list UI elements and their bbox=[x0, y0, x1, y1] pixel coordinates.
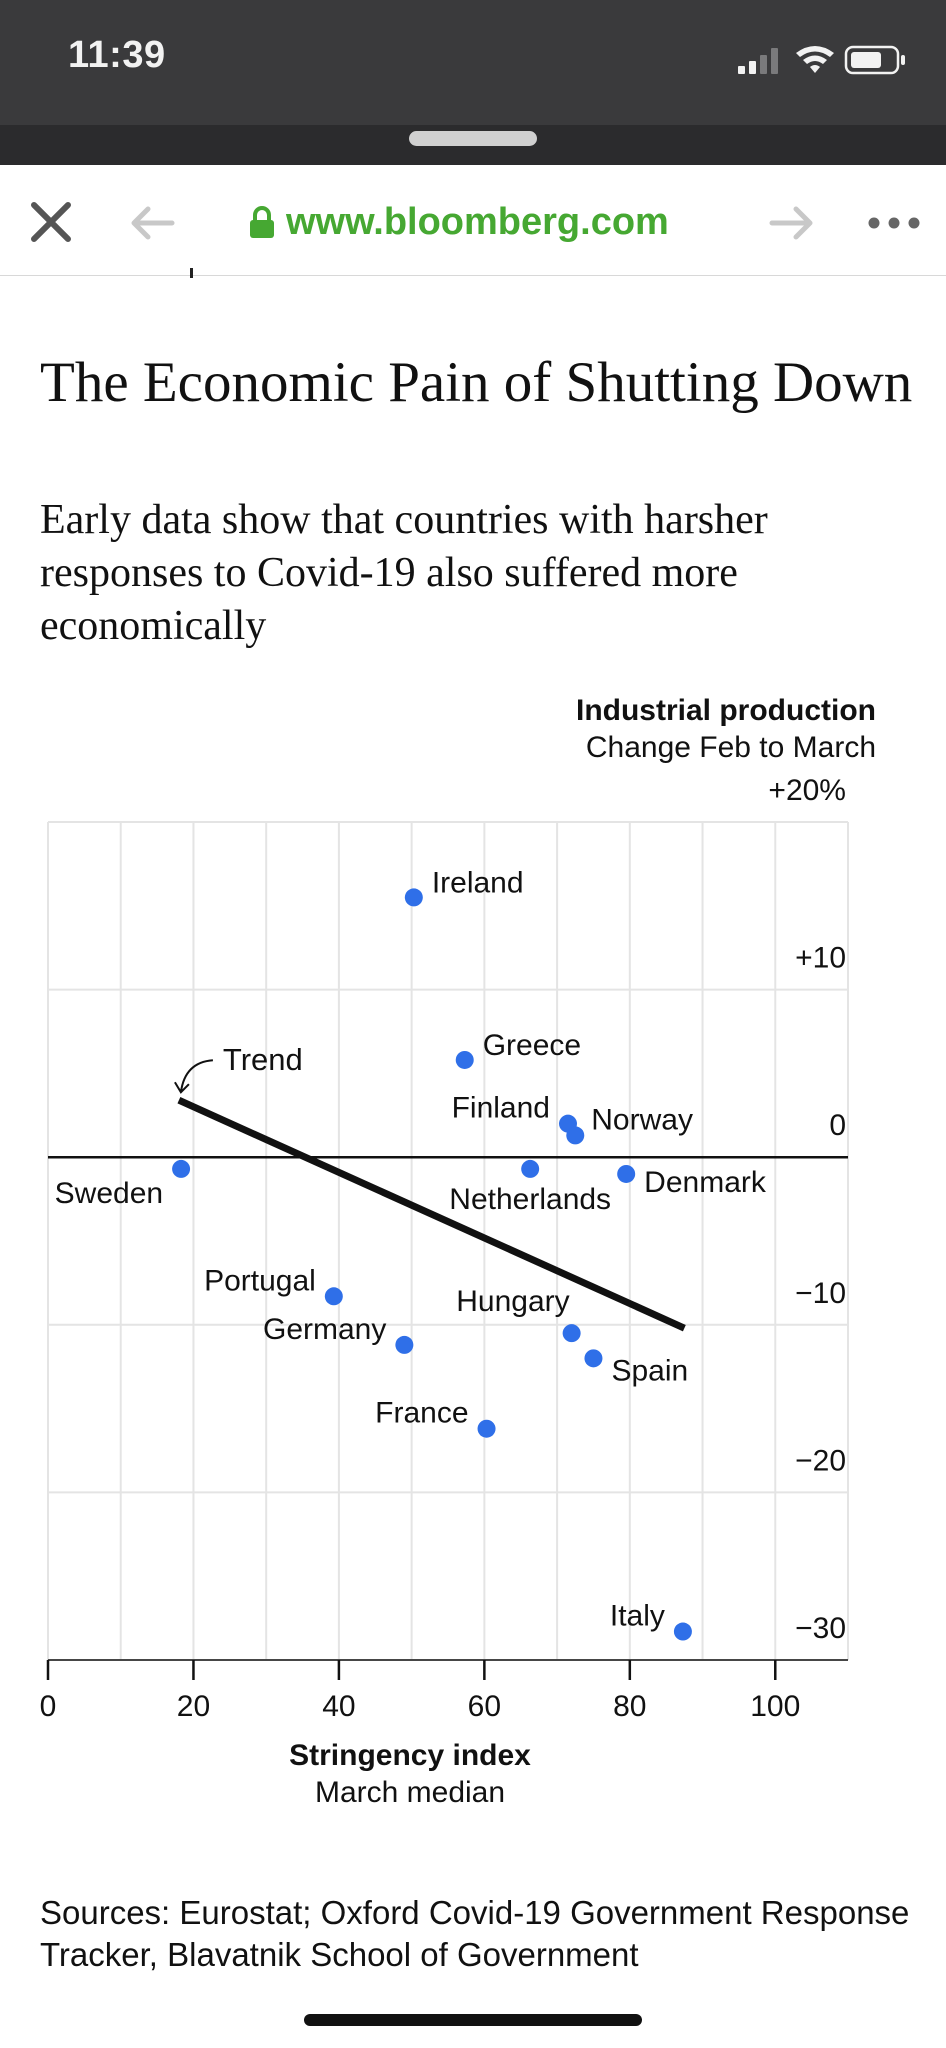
x-tick-label: 40 bbox=[322, 1690, 355, 1723]
scatter-chart: 0 20 40 60 80 100 +20% +10 0 −10 −20 −30 Trend Ire… bbox=[40, 694, 876, 1809]
point-spain bbox=[584, 1349, 603, 1368]
x-axis-subtitle: March median bbox=[315, 1776, 505, 1809]
x-tick-label: 20 bbox=[177, 1690, 210, 1723]
point-denmark bbox=[617, 1164, 636, 1183]
point-ireland bbox=[404, 888, 423, 907]
point-label-ireland: Ireland bbox=[432, 866, 524, 899]
y-axis-title: Industrial production bbox=[576, 694, 876, 727]
browser-toolbar: www.bloomberg.com bbox=[0, 165, 946, 276]
point-hungary bbox=[562, 1324, 581, 1343]
y-tick-label: −20 bbox=[795, 1444, 846, 1477]
y-tick-label: +10 bbox=[795, 942, 846, 975]
url-text: www.bloomberg.com bbox=[286, 200, 669, 243]
x-axis-ticks: 0 20 40 60 80 100 bbox=[40, 1660, 800, 1723]
status-time: 11:39 bbox=[68, 34, 166, 76]
point-label-greece: Greece bbox=[483, 1029, 581, 1062]
scrolled-off-text-fragment bbox=[190, 268, 207, 278]
battery-icon bbox=[844, 45, 905, 75]
back-arrow-icon[interactable] bbox=[128, 203, 176, 243]
point-italy bbox=[673, 1622, 692, 1641]
more-options-icon[interactable] bbox=[866, 209, 922, 237]
point-label-denmark: Denmark bbox=[644, 1166, 767, 1199]
point-label-sweden: Sweden bbox=[55, 1177, 163, 1210]
y-tick-label: +20% bbox=[768, 774, 846, 807]
close-icon[interactable] bbox=[26, 197, 76, 247]
trend-label: Trend bbox=[223, 1042, 303, 1077]
y-tick-label: 0 bbox=[829, 1109, 846, 1142]
data-points: Ireland Greece Finland Norway Sweden Netherla… bbox=[55, 866, 767, 1641]
point-label-hungary: Hungary bbox=[456, 1285, 569, 1318]
y-axis-ticks: +20% +10 0 −10 −20 −30 bbox=[768, 774, 846, 1645]
point-netherlands bbox=[521, 1159, 540, 1178]
forward-arrow-icon[interactable] bbox=[768, 203, 816, 243]
y-axis-subtitle: Change Feb to March bbox=[586, 731, 876, 764]
chart-title: The Economic Pain of Shutting Down bbox=[40, 351, 913, 414]
address-bar[interactable]: www.bloomberg.com bbox=[248, 197, 669, 247]
point-label-spain: Spain bbox=[611, 1354, 688, 1387]
point-label-netherlands: Netherlands bbox=[449, 1183, 611, 1216]
cellular-signal-icon bbox=[738, 48, 778, 74]
point-label-france: France bbox=[375, 1397, 468, 1430]
status-icons bbox=[738, 45, 905, 75]
x-tick-label: 100 bbox=[750, 1690, 800, 1723]
point-label-portugal: Portugal bbox=[204, 1264, 316, 1297]
point-france bbox=[477, 1419, 496, 1438]
point-norway bbox=[566, 1126, 585, 1145]
x-tick-label: 0 bbox=[40, 1690, 57, 1723]
chart-subtitle: Early data show that countries with hars… bbox=[40, 497, 768, 649]
trend-annotation-arrow bbox=[174, 1059, 213, 1094]
chart-grid bbox=[47, 821, 849, 1661]
point-label-finland: Finland bbox=[452, 1092, 550, 1125]
wifi-icon bbox=[796, 46, 834, 73]
x-tick-label: 60 bbox=[468, 1690, 501, 1723]
point-label-italy: Italy bbox=[610, 1600, 665, 1633]
sources-note: Sources: Eurostat; Oxford Covid-19 Gover… bbox=[40, 1894, 910, 1973]
point-label-germany: Germany bbox=[263, 1313, 386, 1346]
y-tick-label: −10 bbox=[795, 1277, 846, 1310]
point-greece bbox=[455, 1050, 474, 1069]
x-tick-label: 80 bbox=[613, 1690, 646, 1723]
point-germany bbox=[395, 1335, 414, 1354]
lock-icon bbox=[250, 206, 274, 238]
trend-line bbox=[177, 1097, 686, 1332]
point-portugal bbox=[324, 1287, 343, 1306]
x-axis-title: Stringency index bbox=[289, 1739, 531, 1772]
sheet-drag-handle[interactable] bbox=[409, 131, 537, 146]
home-indicator bbox=[304, 2014, 642, 2026]
point-label-norway: Norway bbox=[591, 1103, 693, 1136]
y-tick-label: −30 bbox=[795, 1612, 846, 1645]
point-sweden bbox=[172, 1159, 191, 1178]
status-bar: 11:39 bbox=[0, 0, 946, 125]
